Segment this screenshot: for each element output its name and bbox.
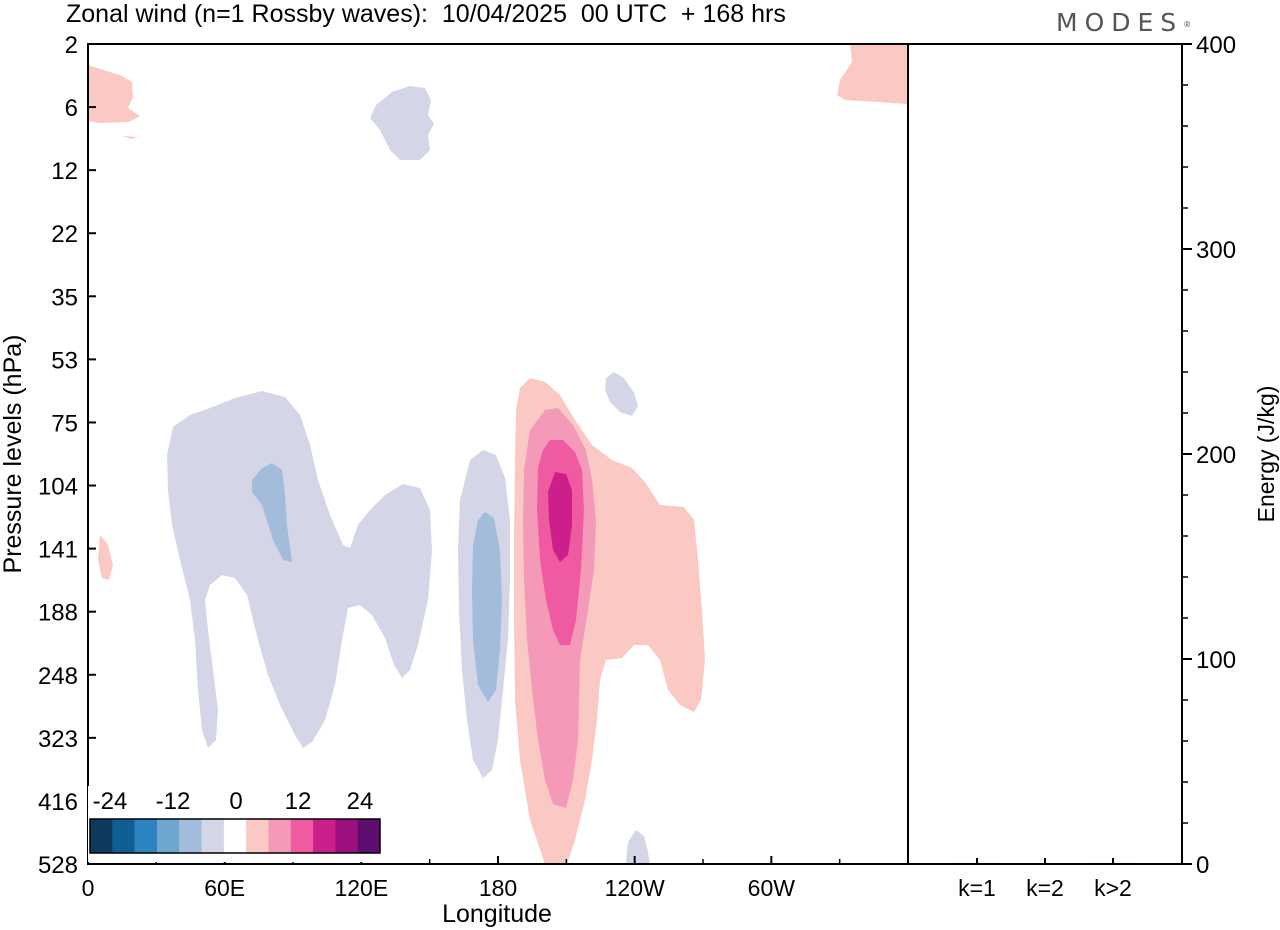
y-tick-label: 22 xyxy=(51,221,78,248)
contour-neg-4-bottom xyxy=(626,830,650,864)
x-axis-label: Longitude xyxy=(442,900,552,928)
colorbar-label: -24 xyxy=(93,788,128,815)
contour-neg-4-main xyxy=(167,391,432,748)
colorbar-label: 0 xyxy=(229,788,242,815)
y-tick-label: 6 xyxy=(65,95,78,122)
colorbar-swatch xyxy=(112,819,135,853)
registered-mark: ® xyxy=(1183,20,1192,29)
colorbar-swatch xyxy=(156,819,180,853)
colorbar-swatch xyxy=(246,819,269,853)
colorbar-swatch xyxy=(90,819,113,853)
contour-neg-8-left xyxy=(252,463,292,562)
energy-tick-label: 200 xyxy=(1196,442,1236,469)
y-axis-label: Pressure levels (hPa) xyxy=(0,335,27,574)
brand-text: MODES xyxy=(1056,8,1184,37)
energy-tick-label: 0 xyxy=(1196,852,1209,879)
y-tick-label: 323 xyxy=(38,726,78,753)
colorbar-swatch xyxy=(268,819,292,853)
energy-tick-label: 100 xyxy=(1196,647,1236,674)
colorbar-swatch xyxy=(313,819,336,853)
y-tick-label: 416 xyxy=(38,789,78,816)
colorbar-label: -12 xyxy=(156,788,191,815)
x-tick-label: 180 xyxy=(479,875,517,901)
energy-cat-label: k=2 xyxy=(1026,875,1064,901)
y-axis-energy: 0 100 200 300 400 xyxy=(1182,32,1236,879)
y-tick-label: 104 xyxy=(38,474,78,501)
colorbar-frame xyxy=(89,818,381,854)
y-tick-label: 75 xyxy=(51,410,78,437)
y-tick-label: 188 xyxy=(38,600,78,627)
y-tick-label: 12 xyxy=(51,158,78,185)
energy-bar xyxy=(1023,863,1067,865)
colorbar-swatch xyxy=(134,819,158,853)
energy-tick-label: 400 xyxy=(1196,32,1236,59)
chart-title: Zonal wind (n=1 Rossby waves): 10/04/202… xyxy=(66,0,786,28)
y-tick-label: 248 xyxy=(38,663,78,690)
colorbar-swatch xyxy=(290,819,314,853)
contour-pos-20 xyxy=(548,472,572,562)
y-tick-label: 528 xyxy=(38,852,78,879)
contour-neg-8-center xyxy=(472,512,502,702)
contour-pos-4-small xyxy=(98,535,113,580)
x-tick-label: 0 xyxy=(82,875,95,901)
colorbar-swatch xyxy=(201,819,225,853)
colorbar-swatch xyxy=(335,819,358,853)
y-tick-label: 53 xyxy=(51,347,78,374)
x-axis-longitude: 0 60E 120E 180 120W 60W xyxy=(82,856,841,901)
y-tick-label: 35 xyxy=(51,284,78,311)
x-tick-label: 120W xyxy=(605,875,665,901)
contour-pos-4-top-left xyxy=(88,65,140,123)
contour-neg-4-small xyxy=(605,372,638,416)
energy-tick-label: 300 xyxy=(1196,237,1236,264)
energy-cat-label: k>2 xyxy=(1094,875,1132,901)
y-tick-label: 141 xyxy=(38,537,78,564)
energy-cat-label: k=1 xyxy=(958,875,996,901)
x-tick-label: 120E xyxy=(334,875,388,901)
contour-pos-4-top-right xyxy=(837,44,907,104)
contour-neg-4-top xyxy=(370,86,434,160)
contour-pos-4-top-left-dot xyxy=(122,136,138,139)
colorbar-swatch xyxy=(223,819,247,853)
colorbar-label: 12 xyxy=(285,788,312,815)
energy-bars: k=1 k=2 k>2 xyxy=(955,858,1135,901)
x-tick-label: 60E xyxy=(204,875,245,901)
colorbar: -24 -12 0 12 24 xyxy=(88,786,384,862)
x-tick-label: 60W xyxy=(748,875,796,901)
energy-axis-label: Energy (J/kg) xyxy=(1253,386,1279,523)
wind-field-contours xyxy=(88,44,907,864)
y-axis-pressure: 2 6 12 22 35 53 75 104 141 188 248 323 416 528 xyxy=(38,32,96,879)
y-tick-label: 2 xyxy=(65,32,78,59)
colorbar-swatch xyxy=(179,819,202,853)
brand-logo: MODES® xyxy=(1056,9,1191,37)
colorbar-swatch xyxy=(357,819,381,853)
colorbar-label: 24 xyxy=(347,788,374,815)
